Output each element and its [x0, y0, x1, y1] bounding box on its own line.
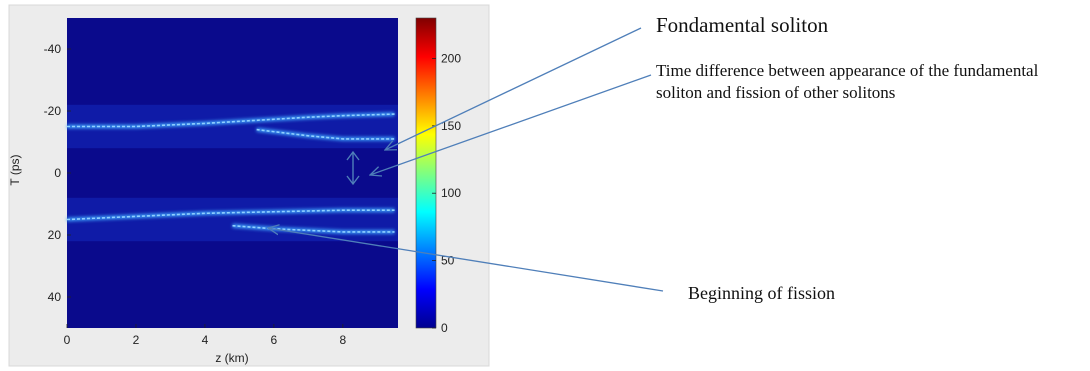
trace-upper-fundamental — [67, 113, 395, 128]
annotation-fundamental-soliton: Fondamental soliton — [656, 13, 829, 37]
soliton-band — [67, 197, 398, 242]
trace-lower-fission — [232, 224, 395, 233]
colorbar-tick-label: 150 — [441, 119, 461, 133]
x-axis-label: z (km) — [215, 351, 248, 365]
annotation-beginning-of-fission: Beginning of fission — [688, 283, 835, 303]
y-tick-label: -20 — [44, 104, 62, 118]
trace-upper-fission — [256, 128, 395, 140]
arrow-fission — [268, 228, 664, 292]
x-tick-label: 2 — [133, 333, 140, 347]
soliton-bands — [67, 104, 398, 242]
x-tick-label: 4 — [202, 333, 209, 347]
colorbar-tick-label: 200 — [441, 51, 461, 65]
arrow-fundamental — [385, 27, 642, 150]
colorbar-tick-label: 100 — [441, 186, 461, 200]
soliton-traces — [66, 112, 395, 234]
trace-lower-main — [66, 209, 395, 221]
x-tick-label: 6 — [271, 333, 278, 347]
arrow-time-difference — [370, 74, 652, 175]
y-axis-ticks: -40 -20 0 20 40 — [44, 42, 71, 304]
x-tick-label: 8 — [339, 333, 346, 347]
y-tick-label: 0 — [54, 166, 61, 180]
x-axis-ticks: 0 2 4 6 8 — [64, 324, 346, 347]
y-tick-label: 20 — [48, 228, 62, 242]
y-axis-label: T (ps) — [8, 154, 22, 185]
annotation-time-difference: Time difference between appearance of th… — [656, 61, 1039, 102]
colorbar — [415, 17, 437, 329]
time-difference-marker — [346, 150, 360, 186]
y-tick-label: 40 — [48, 290, 62, 304]
colorbar-tick-label: 0 — [441, 321, 448, 335]
heatmap-background — [67, 18, 398, 328]
y-tick-label: -40 — [44, 42, 62, 56]
x-tick-label: 0 — [64, 333, 71, 347]
